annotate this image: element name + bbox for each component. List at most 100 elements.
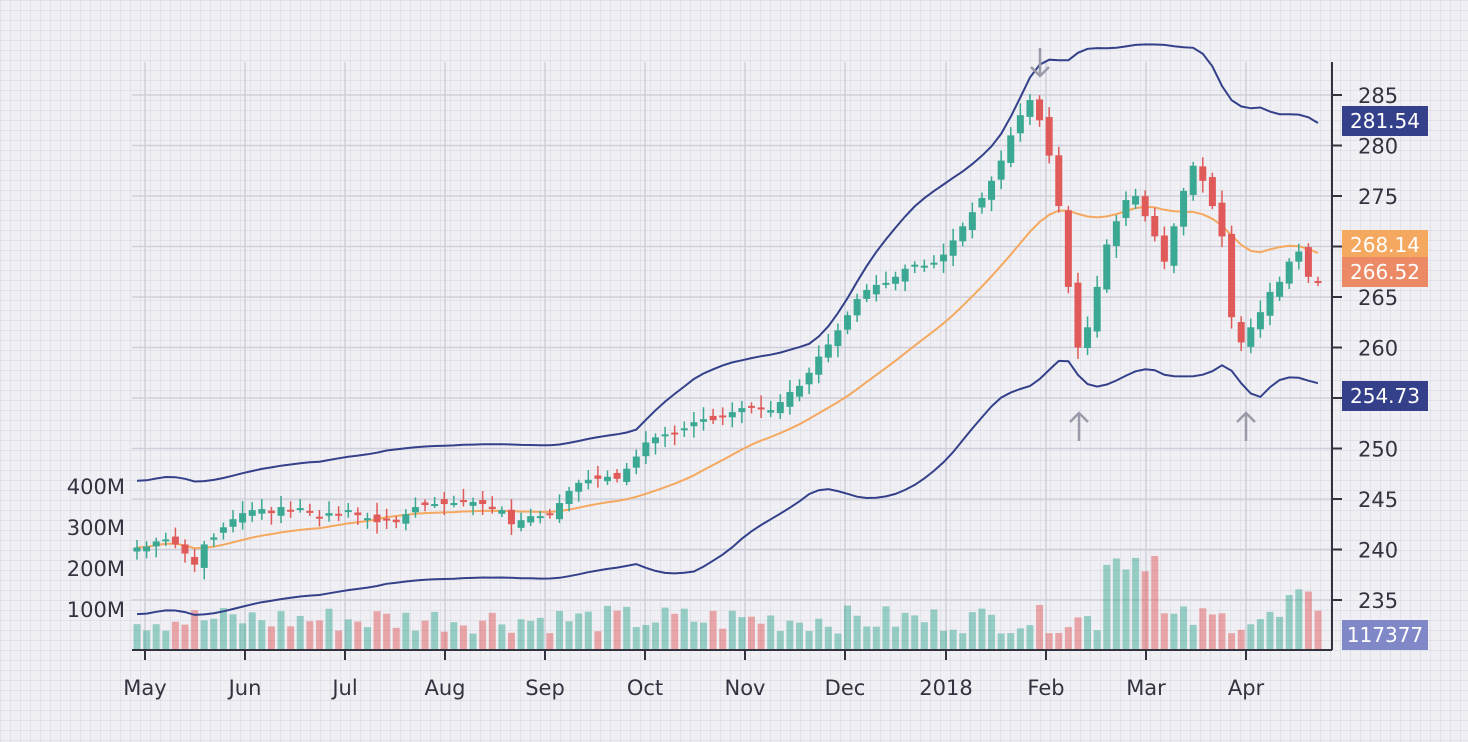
value-badges: 281.54 268.14 266.52 254.73 117377 [1342, 106, 1428, 650]
volume-bar [1141, 571, 1149, 650]
volume-bar [738, 617, 746, 650]
candle-body [892, 276, 900, 284]
candle-body [479, 500, 487, 505]
volume-badge-label: 117377 [1347, 623, 1423, 647]
candle-body [527, 516, 535, 523]
grid-lines [132, 62, 1332, 650]
candle-body [632, 456, 640, 468]
volume-badge [1342, 620, 1428, 650]
volume-bar [363, 627, 371, 650]
upper-band-badge-label: 281.54 [1350, 109, 1420, 133]
price-tick-label: 265 [1358, 286, 1398, 310]
candle-body [642, 442, 650, 457]
volume-bar [1007, 633, 1015, 650]
volume-bars [133, 555, 1322, 650]
close-badge [1342, 257, 1428, 287]
candle-body [1141, 196, 1149, 217]
volume-bar [699, 622, 707, 650]
volume-bar [219, 608, 227, 650]
candle-body [575, 482, 583, 492]
candle-body [1304, 247, 1312, 277]
volume-bar [248, 612, 256, 650]
volume-bar [623, 606, 631, 650]
volume-bar [671, 613, 679, 650]
time-tick-label: Oct [627, 676, 663, 700]
volume-bar [287, 626, 295, 650]
candle-body [181, 544, 189, 554]
volume-bar [757, 623, 765, 650]
candle-body [335, 513, 343, 516]
volume-bar [229, 614, 237, 650]
candle-body [210, 537, 218, 540]
marker-arrows [1030, 48, 1256, 441]
volume-bar [824, 626, 832, 650]
candle-body [1016, 115, 1024, 134]
candle-body [162, 539, 170, 542]
volume-bar [709, 610, 717, 650]
candle-body [325, 513, 333, 516]
candle-body [872, 284, 880, 295]
candle-body [469, 502, 477, 506]
volume-bar [632, 627, 640, 650]
candle-body [152, 541, 160, 547]
volume-tick-label: 300M [67, 516, 125, 540]
candle-body [267, 510, 275, 514]
volume-bar [719, 628, 727, 650]
candle-body [1160, 235, 1168, 262]
candle-body [517, 520, 525, 528]
volume-bar [469, 633, 477, 650]
candle-body [383, 518, 391, 521]
candle-body [699, 419, 707, 422]
volume-bar [450, 622, 458, 650]
volume-bar [594, 631, 602, 650]
volume-bar [411, 630, 419, 650]
volume-bar [959, 633, 967, 650]
volume-bar [786, 620, 794, 650]
volume-bar [882, 606, 890, 650]
volume-bar [1276, 616, 1284, 650]
volume-bar [680, 608, 688, 650]
candle-body [824, 344, 832, 358]
volume-bar [978, 608, 986, 650]
candle-body [651, 437, 659, 444]
price-tick-label: 250 [1358, 438, 1398, 462]
candle-body [959, 226, 967, 242]
arrow-icon [1236, 411, 1256, 423]
volume-bar [940, 630, 948, 650]
price-candles [133, 93, 1322, 580]
candle-body [1285, 261, 1293, 284]
volume-bar [661, 607, 669, 650]
volume-bar [200, 620, 208, 650]
candle-body [1247, 327, 1255, 347]
volume-bar [805, 631, 813, 650]
volume-bar [1160, 613, 1168, 650]
candle-body [853, 299, 861, 316]
candle-body [776, 402, 784, 414]
candle-body [536, 516, 544, 519]
volume-bar [1112, 558, 1120, 650]
volume-bar [863, 626, 871, 650]
volume-bar [901, 612, 909, 650]
candle-body [1007, 135, 1015, 163]
candle-body [997, 160, 1005, 180]
volume-bar [479, 620, 487, 650]
volume-bar [1208, 614, 1216, 650]
price-tick-label: 260 [1358, 337, 1398, 361]
volume-bar [776, 630, 784, 650]
candle-body [363, 518, 371, 521]
candle-body [1122, 200, 1130, 219]
candle-body [392, 519, 400, 523]
candle-body [1256, 312, 1264, 330]
candle-body [431, 504, 439, 507]
volume-bar [575, 613, 583, 650]
candle-body [603, 476, 611, 482]
lower-band-line [136, 359, 1319, 616]
candle-body [200, 544, 208, 568]
volume-bar [949, 629, 957, 650]
candle-body [277, 507, 285, 516]
volume-bar [267, 626, 275, 650]
volume-bar [354, 621, 362, 650]
candle-body [968, 212, 976, 230]
candle-body [680, 428, 688, 431]
volume-bar [488, 612, 496, 650]
